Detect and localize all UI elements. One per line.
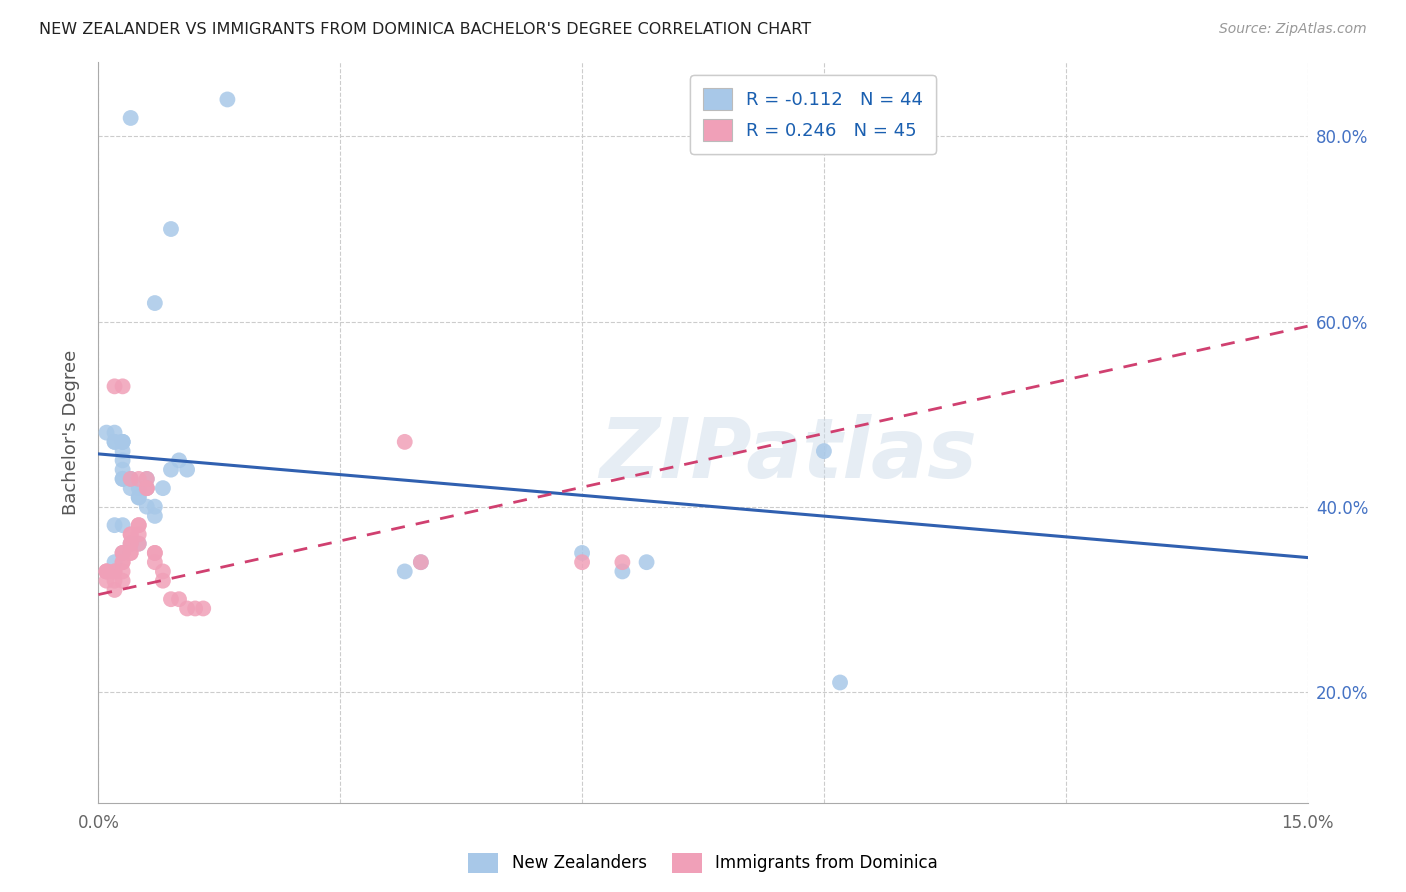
Point (128, 491, 150, 505)
Point (143, 296, 166, 310)
Point (828, 675, 851, 690)
Point (111, 546, 134, 560)
Legend: New Zealanders, Immigrants from Dominica: New Zealanders, Immigrants from Dominica (461, 847, 945, 880)
Point (160, 222, 183, 236)
Point (135, 472, 157, 486)
Point (636, 555, 658, 569)
Point (111, 453, 134, 467)
Point (120, 546, 142, 560)
Point (128, 536, 150, 550)
Point (111, 546, 134, 560)
Point (103, 565, 125, 579)
Point (128, 518, 150, 533)
Point (111, 434, 134, 449)
Point (96, 565, 118, 579)
Point (128, 472, 150, 486)
Point (111, 472, 134, 486)
Point (96, 565, 118, 579)
Point (120, 536, 142, 550)
Point (135, 481, 157, 495)
Point (111, 462, 134, 476)
Point (120, 527, 142, 541)
Point (120, 472, 142, 486)
Point (152, 481, 174, 495)
Point (612, 565, 634, 579)
Y-axis label: Bachelor's Degree: Bachelor's Degree (62, 350, 80, 516)
Point (103, 574, 125, 588)
Point (143, 500, 166, 514)
Point (103, 434, 125, 449)
Point (176, 601, 198, 615)
Point (111, 434, 134, 449)
Point (135, 481, 157, 495)
Point (409, 555, 432, 569)
Point (120, 472, 142, 486)
Text: ZIPatlas: ZIPatlas (599, 414, 977, 495)
Point (103, 379, 125, 393)
Point (111, 472, 134, 486)
Point (160, 462, 183, 476)
Point (120, 472, 142, 486)
Text: NEW ZEALANDER VS IMMIGRANTS FROM DOMINICA BACHELOR'S DEGREE CORRELATION CHART: NEW ZEALANDER VS IMMIGRANTS FROM DOMINIC… (39, 22, 811, 37)
Point (143, 508, 166, 523)
Point (111, 434, 134, 449)
Point (120, 481, 142, 495)
Point (217, 92, 239, 106)
Point (143, 546, 166, 560)
Point (571, 546, 593, 560)
Point (120, 111, 142, 125)
Point (111, 555, 134, 569)
Point (120, 546, 142, 560)
Point (103, 434, 125, 449)
Point (167, 592, 190, 607)
Point (135, 472, 157, 486)
Legend: R = -0.112   N = 44, R = 0.246   N = 45: R = -0.112 N = 44, R = 0.246 N = 45 (690, 75, 936, 153)
Point (143, 555, 166, 569)
Point (135, 500, 157, 514)
Point (96, 425, 118, 440)
Point (96, 574, 118, 588)
Point (135, 481, 157, 495)
Point (111, 555, 134, 569)
Point (103, 565, 125, 579)
Point (111, 379, 134, 393)
Point (103, 425, 125, 440)
Point (103, 518, 125, 533)
Point (96, 565, 118, 579)
Point (103, 582, 125, 597)
Point (111, 444, 134, 458)
Point (111, 546, 134, 560)
Point (394, 434, 416, 449)
Point (128, 481, 150, 495)
Point (409, 555, 432, 569)
Point (184, 601, 207, 615)
Text: Source: ZipAtlas.com: Source: ZipAtlas.com (1219, 22, 1367, 37)
Point (128, 527, 150, 541)
Point (111, 574, 134, 588)
Point (152, 574, 174, 588)
Point (120, 527, 142, 541)
Point (103, 555, 125, 569)
Point (167, 453, 190, 467)
Point (128, 518, 150, 533)
Point (394, 565, 416, 579)
Point (111, 565, 134, 579)
Point (128, 491, 150, 505)
Point (571, 555, 593, 569)
Point (120, 536, 142, 550)
Point (612, 555, 634, 569)
Point (813, 444, 835, 458)
Point (128, 536, 150, 550)
Point (120, 536, 142, 550)
Point (176, 462, 198, 476)
Point (152, 565, 174, 579)
Point (160, 592, 183, 607)
Point (143, 546, 166, 560)
Point (111, 518, 134, 533)
Point (193, 601, 215, 615)
